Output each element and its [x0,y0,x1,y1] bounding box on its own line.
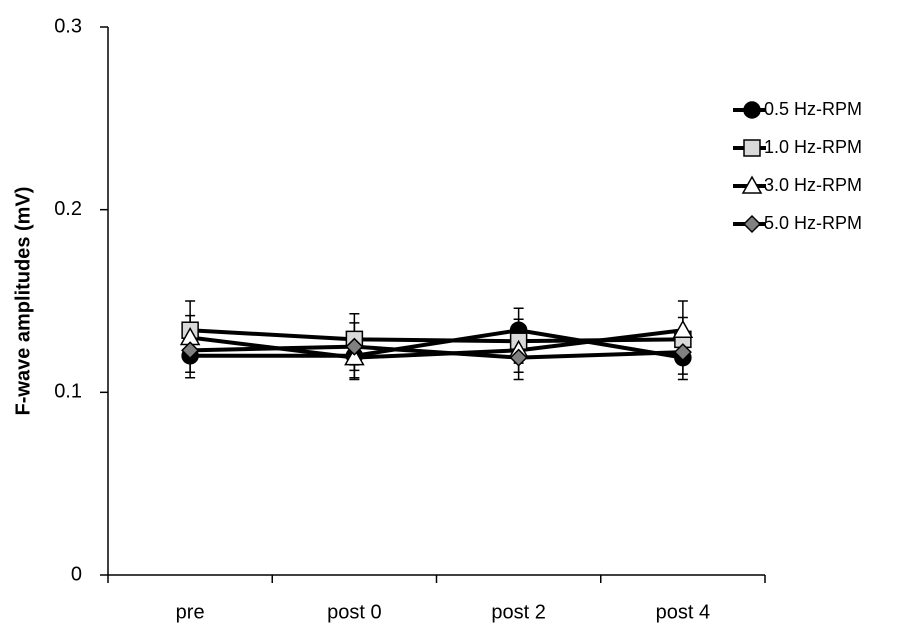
y-tick-label: 0.3 [54,15,82,37]
legend-label: 3.0 Hz-RPM [764,175,862,195]
series-line [190,328,684,360]
x-tick-label: post 0 [327,601,381,623]
data-point [673,343,692,362]
legend-marker [741,175,763,194]
x-tick-label: post 2 [491,601,545,623]
data-point [344,347,365,366]
y-tick-label: 0.2 [54,198,82,220]
legend-label: 5.0 Hz-RPM [764,213,862,233]
x-tick-label: pre [176,601,205,623]
legend-marker [743,139,761,157]
x-tick-label: post 4 [656,601,710,623]
y-axis-label: F-wave amplitudes (mV) [12,187,34,416]
legend-label: 0.5 Hz-RPM [764,99,862,119]
y-tick-label: 0.1 [54,381,82,403]
data-point [509,348,528,367]
data-point [672,319,694,338]
legend-marker [742,214,762,234]
series-line [190,344,683,360]
y-tick-label: 0 [71,563,82,585]
legend-label: 1.0 Hz-RPM [764,137,862,157]
data-point [345,337,364,356]
data-point [181,341,200,360]
legend-marker [743,101,761,119]
